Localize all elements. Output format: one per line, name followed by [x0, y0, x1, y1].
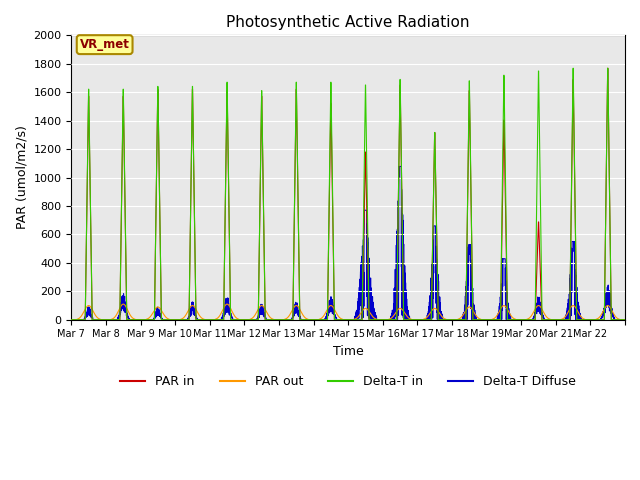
Legend: PAR in, PAR out, Delta-T in, Delta-T Diffuse: PAR in, PAR out, Delta-T in, Delta-T Dif… — [115, 370, 581, 393]
X-axis label: Time: Time — [333, 345, 364, 358]
Y-axis label: PAR (umol/m2/s): PAR (umol/m2/s) — [15, 126, 28, 229]
Title: Photosynthetic Active Radiation: Photosynthetic Active Radiation — [227, 15, 470, 30]
Text: VR_met: VR_met — [80, 38, 129, 51]
